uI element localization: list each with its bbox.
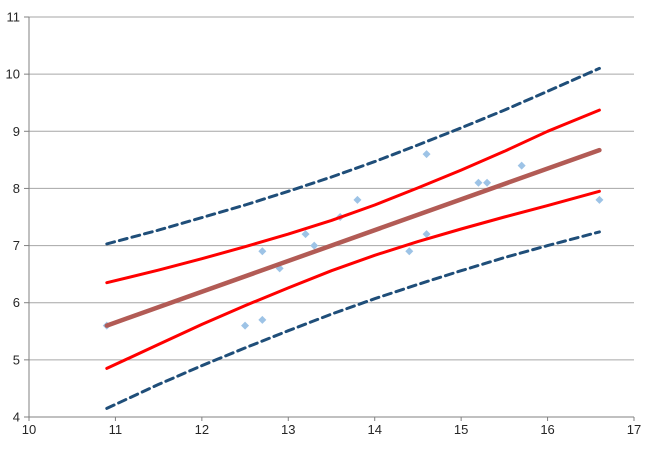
x-tick-label: 12 <box>195 422 209 437</box>
scatter-point <box>483 178 492 187</box>
y-tick-label: 8 <box>13 181 20 196</box>
x-tick-label: 14 <box>367 422 381 437</box>
regression-fit-line <box>104 147 602 328</box>
y-tick-label: 5 <box>13 352 20 367</box>
scatter-point <box>258 247 267 256</box>
y-tick-label: 7 <box>13 238 20 253</box>
scatter-point <box>241 321 250 330</box>
prediction-lower-line <box>105 230 601 410</box>
prediction-upper-line <box>105 66 601 246</box>
scatter-point <box>474 178 483 187</box>
y-tick-label: 4 <box>13 410 20 425</box>
x-tick-label: 11 <box>109 422 123 437</box>
scatter-point <box>310 241 319 250</box>
x-tick-label: 10 <box>22 422 36 437</box>
x-tick-label: 17 <box>627 422 641 437</box>
y-tick-label: 10 <box>6 67 20 82</box>
scatter-point <box>422 150 431 159</box>
scatter-point <box>353 195 362 204</box>
scatter-point <box>595 195 604 204</box>
confidence-upper-line <box>105 108 601 285</box>
y-tick-label: 6 <box>13 295 20 310</box>
y-tick-label: 9 <box>13 124 20 139</box>
scatter-point <box>301 230 310 239</box>
scatter-point <box>517 161 526 170</box>
y-tick-label: 11 <box>7 10 21 25</box>
scatter-point <box>405 247 414 256</box>
scatter-point <box>422 230 431 239</box>
scatter-point <box>258 315 267 324</box>
x-tick-label: 16 <box>540 422 554 437</box>
confidence-lower-line <box>105 189 601 370</box>
x-tick-label: 15 <box>454 422 468 437</box>
x-tick-label: 13 <box>281 422 295 437</box>
